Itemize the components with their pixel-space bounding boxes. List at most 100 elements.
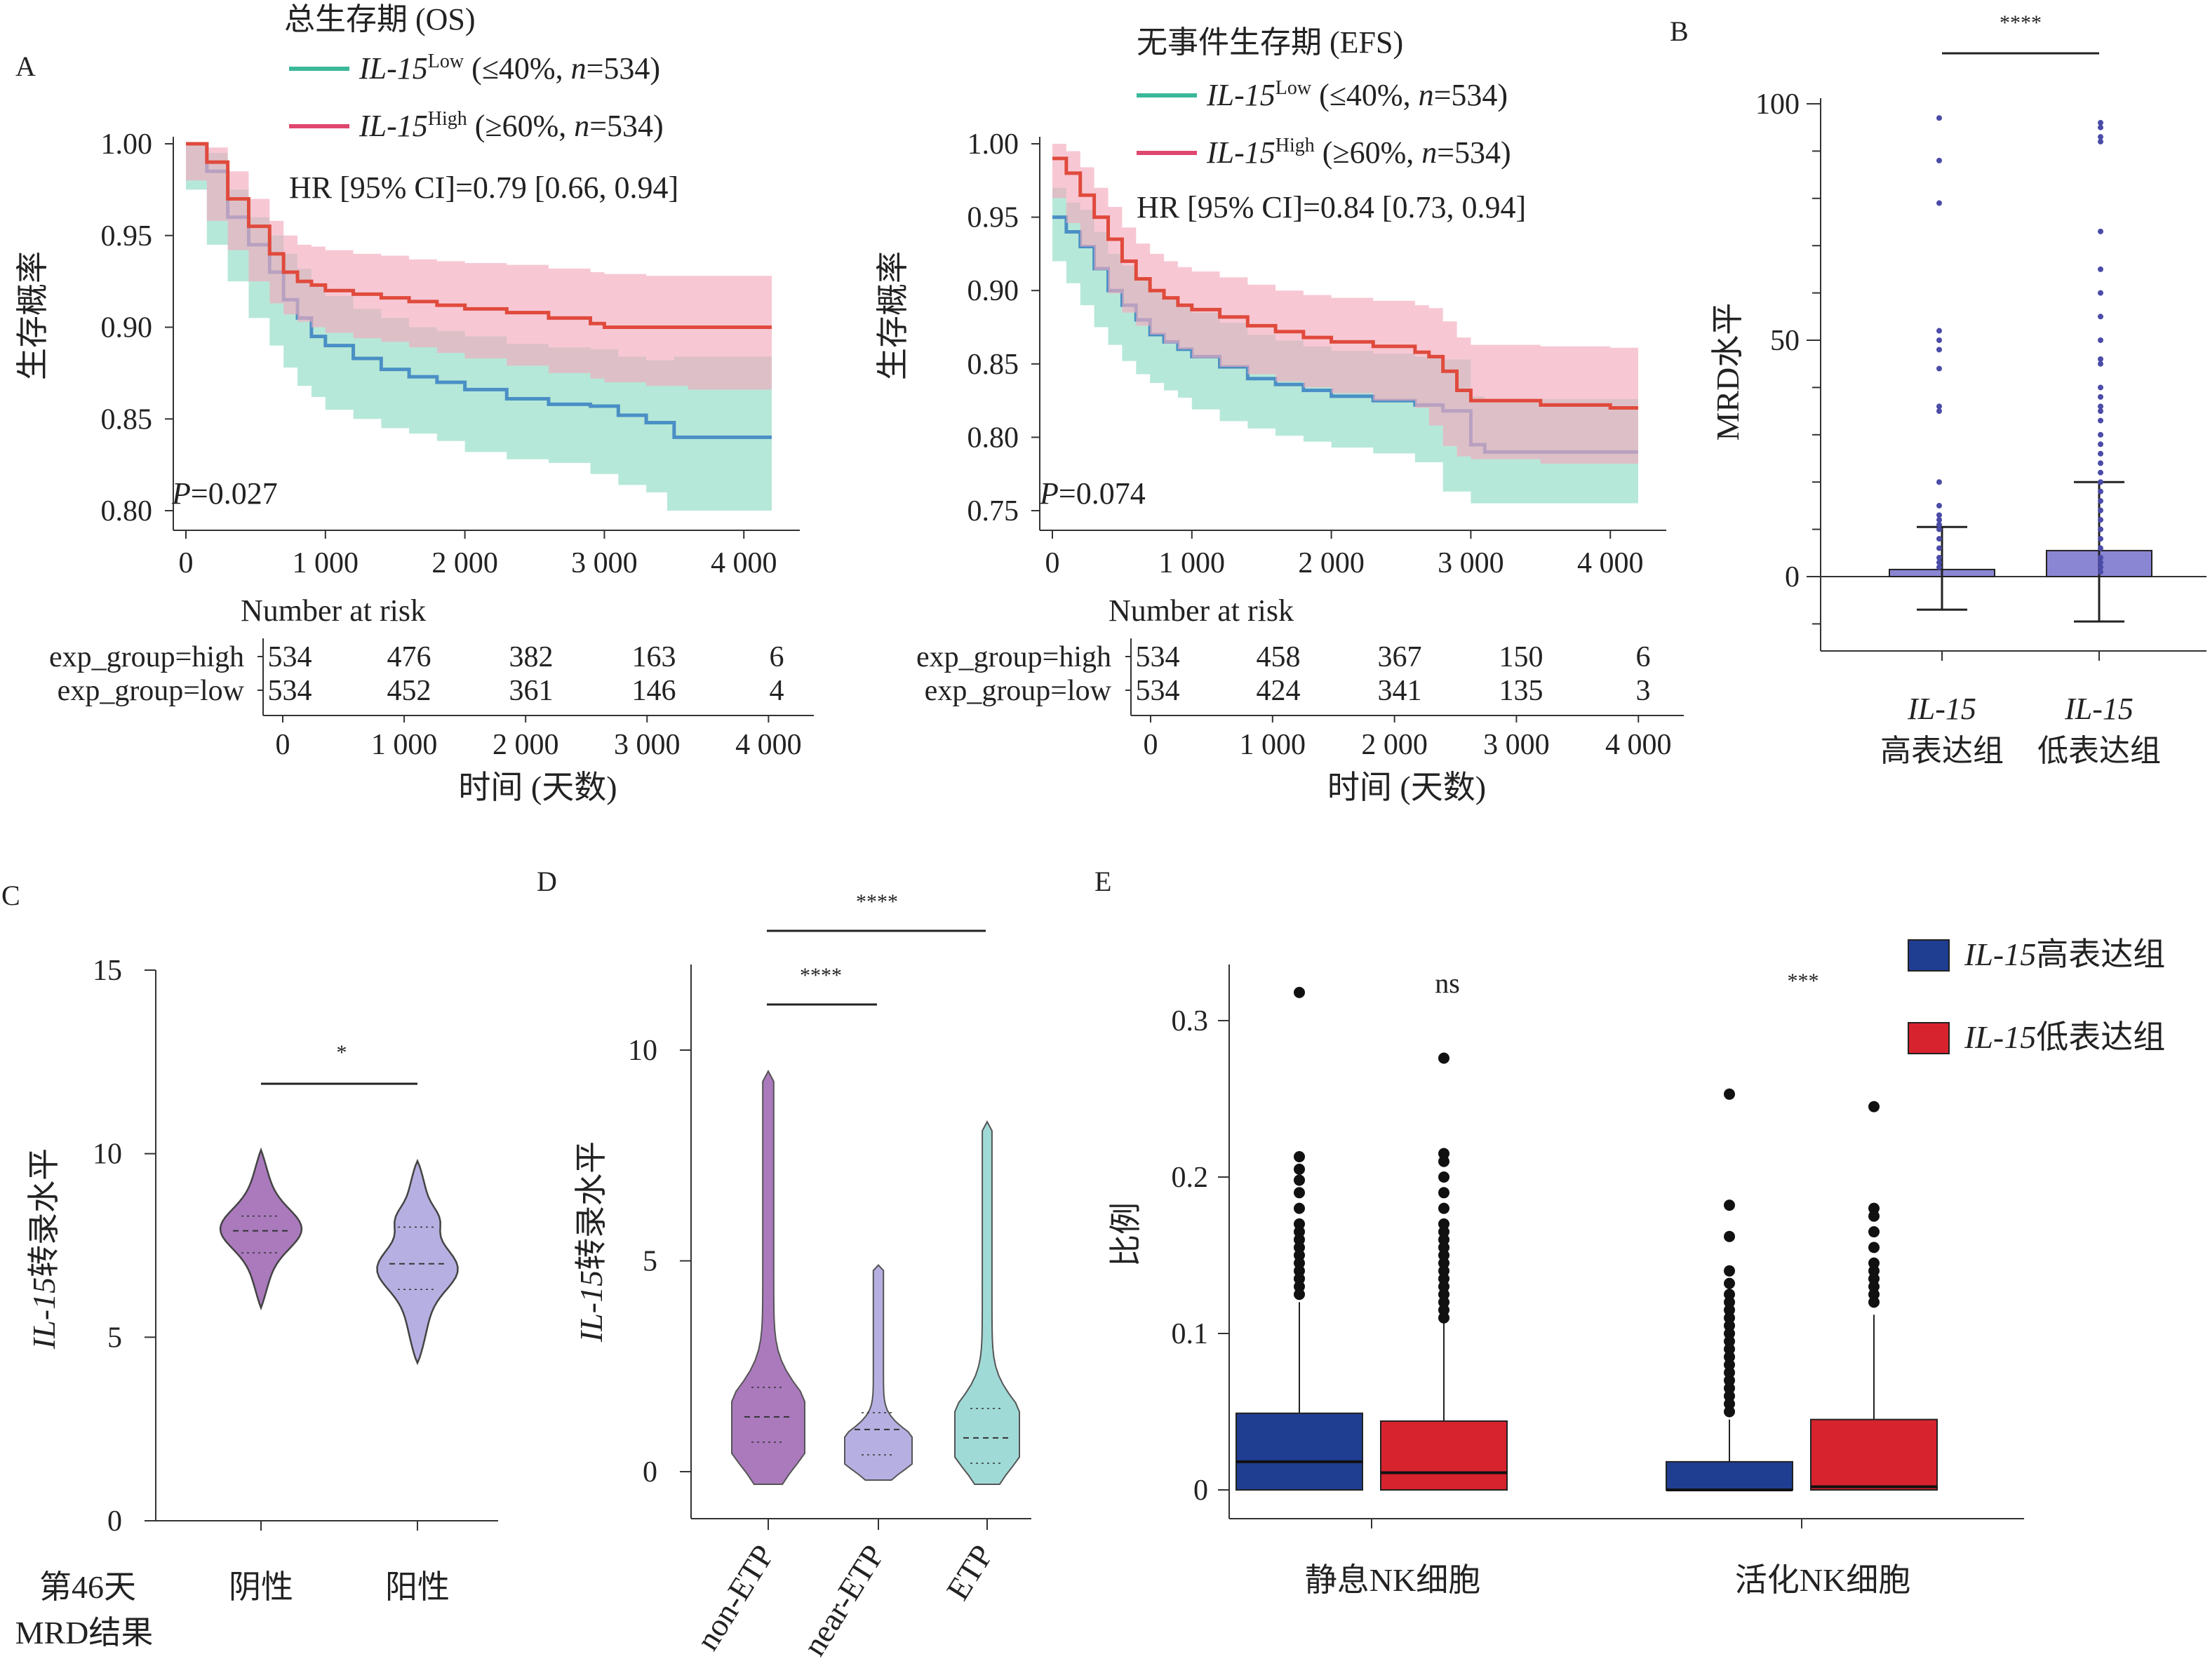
risk-count-low: 3 <box>1636 675 1651 707</box>
risk-count-low: 424 <box>1257 675 1301 707</box>
outlier-point <box>2098 290 2103 296</box>
outlier-point <box>1438 1289 1449 1301</box>
outlier-point <box>1294 1242 1305 1254</box>
outlier-point <box>1724 1230 1735 1242</box>
outlier-point <box>2098 498 2103 504</box>
risk-row-label-low: exp_group=low <box>58 675 245 707</box>
outlier-point <box>2098 569 2103 575</box>
outlier-point <box>1936 200 1942 206</box>
outlier-point <box>2098 460 2103 466</box>
y-tick-label: 0.90 <box>967 275 1019 307</box>
x-tick-label: 0 <box>1045 547 1060 579</box>
outlier-point <box>1724 1319 1735 1331</box>
x-axis-label: 时间 (天数) <box>458 770 617 805</box>
significance-label: **** <box>800 964 842 987</box>
outlier-point <box>1868 1289 1880 1301</box>
outlier-point <box>1936 555 1942 561</box>
outlier-point <box>1294 1265 1305 1277</box>
x-tick-label: 0 <box>179 547 194 579</box>
km-title: 无事件生存期 (EFS) <box>1137 25 1403 60</box>
outlier-point <box>1724 1343 1735 1355</box>
y-axis-label: IL-15转录水平 <box>573 1141 609 1343</box>
risk-row-label-high: exp_group=high <box>916 641 1111 673</box>
panel-letter-c: C <box>1 880 20 911</box>
outlier-point <box>2098 337 2103 343</box>
significance-label: ns <box>1435 967 1460 999</box>
outlier-point <box>1438 1226 1449 1238</box>
outlier-point <box>2098 507 2103 513</box>
legend-swatch <box>1908 939 1950 972</box>
violin-shape <box>954 1120 1020 1486</box>
legend-label: IL-15低表达组 <box>1964 1019 2165 1055</box>
outlier-point <box>1724 1088 1735 1100</box>
outlier-point <box>1936 512 1942 518</box>
risk-row-label-high: exp_group=high <box>49 641 244 673</box>
y-tick-label: 1.00 <box>101 128 153 161</box>
outlier-point <box>1936 337 1942 343</box>
y-tick-label: 0.2 <box>1172 1162 1209 1194</box>
outlier-point <box>2098 314 2103 320</box>
outlier-point <box>2098 361 2103 367</box>
category-label: 静息NK细胞 <box>1305 1562 1480 1598</box>
outlier-point <box>2098 555 2103 561</box>
outlier-point <box>1936 115 1942 121</box>
risk-count-low: 452 <box>387 675 431 707</box>
category-group-label: 高表达组 <box>1880 734 2004 768</box>
outlier-point <box>1868 1296 1880 1308</box>
y-axis-label: IL-15转录水平 <box>26 1148 62 1350</box>
outlier-point <box>2098 266 2103 272</box>
y-tick-label: 0.90 <box>101 312 153 344</box>
x-tick-label: 3 000 <box>571 547 638 579</box>
y-tick-label: 0.95 <box>967 202 1019 234</box>
p-value-label: P=0.027 <box>171 476 278 511</box>
y-tick-label: 10 <box>93 1138 122 1171</box>
risk-count-low: 146 <box>632 675 676 707</box>
outlier-point <box>1868 1210 1880 1222</box>
risk-x-tick-label: 4 000 <box>735 729 802 761</box>
risk-x-tick-label: 4 000 <box>1605 729 1672 761</box>
y-tick-label: 15 <box>93 955 122 987</box>
y-tick-label: 100 <box>1755 88 1800 121</box>
outlier-point <box>1936 408 1942 415</box>
outlier-point <box>2098 384 2103 391</box>
outlier-point <box>1438 1148 1449 1160</box>
outlier-point <box>1868 1101 1880 1113</box>
outlier-point <box>2098 479 2103 485</box>
outlier-point <box>1868 1272 1880 1284</box>
confidence-band-low <box>186 144 772 511</box>
x-tick-label: 2 000 <box>431 547 498 579</box>
risk-count-high: 534 <box>1136 641 1180 673</box>
y-axis-label: 生存概率 <box>875 251 911 380</box>
outlier-point <box>1294 1281 1305 1293</box>
risk-count-low: 534 <box>1136 675 1180 707</box>
km-title: 总生存期 (OS) <box>284 2 476 36</box>
outlier-point <box>1438 1249 1449 1261</box>
outlier-point <box>1724 1398 1735 1410</box>
outlier-point <box>1936 536 1942 542</box>
panel-b: B 0 50 100 MRD水平 IL-15 高表达组 IL-15 低表达组 **** <box>1670 11 2206 768</box>
panel-d: D 0 5 10 IL-15转录水平 non-ETP near-ETP ETP **** **** <box>537 866 1031 1662</box>
x-tick-label: 2 000 <box>1298 547 1365 579</box>
outlier-point <box>2098 526 2103 532</box>
outlier-point <box>1438 1272 1449 1284</box>
significance-label: * <box>337 1041 347 1064</box>
outlier-point <box>2098 228 2103 234</box>
outlier-point <box>1438 1187 1449 1199</box>
category-gene-label: IL-15 <box>1907 692 1976 726</box>
outlier-point <box>1294 1249 1305 1261</box>
box-body <box>1810 1418 1938 1491</box>
confidence-band-high <box>1052 144 1638 464</box>
legend-label: IL-15高表达组 <box>1964 936 2165 972</box>
outlier-point <box>1868 1257 1880 1269</box>
x-tick-label: 4 000 <box>711 547 777 579</box>
y-tick-label: 1.00 <box>967 128 1019 161</box>
outlier-point <box>1724 1296 1735 1308</box>
category-group-label: 低表达组 <box>2037 734 2161 768</box>
y-tick-label: 0.85 <box>101 403 153 436</box>
outlier-point <box>1936 564 1942 570</box>
risk-count-high: 163 <box>632 641 676 673</box>
outlier-point <box>2098 450 2103 457</box>
outlier-point <box>1868 1226 1880 1238</box>
outlier-point <box>1724 1351 1735 1363</box>
